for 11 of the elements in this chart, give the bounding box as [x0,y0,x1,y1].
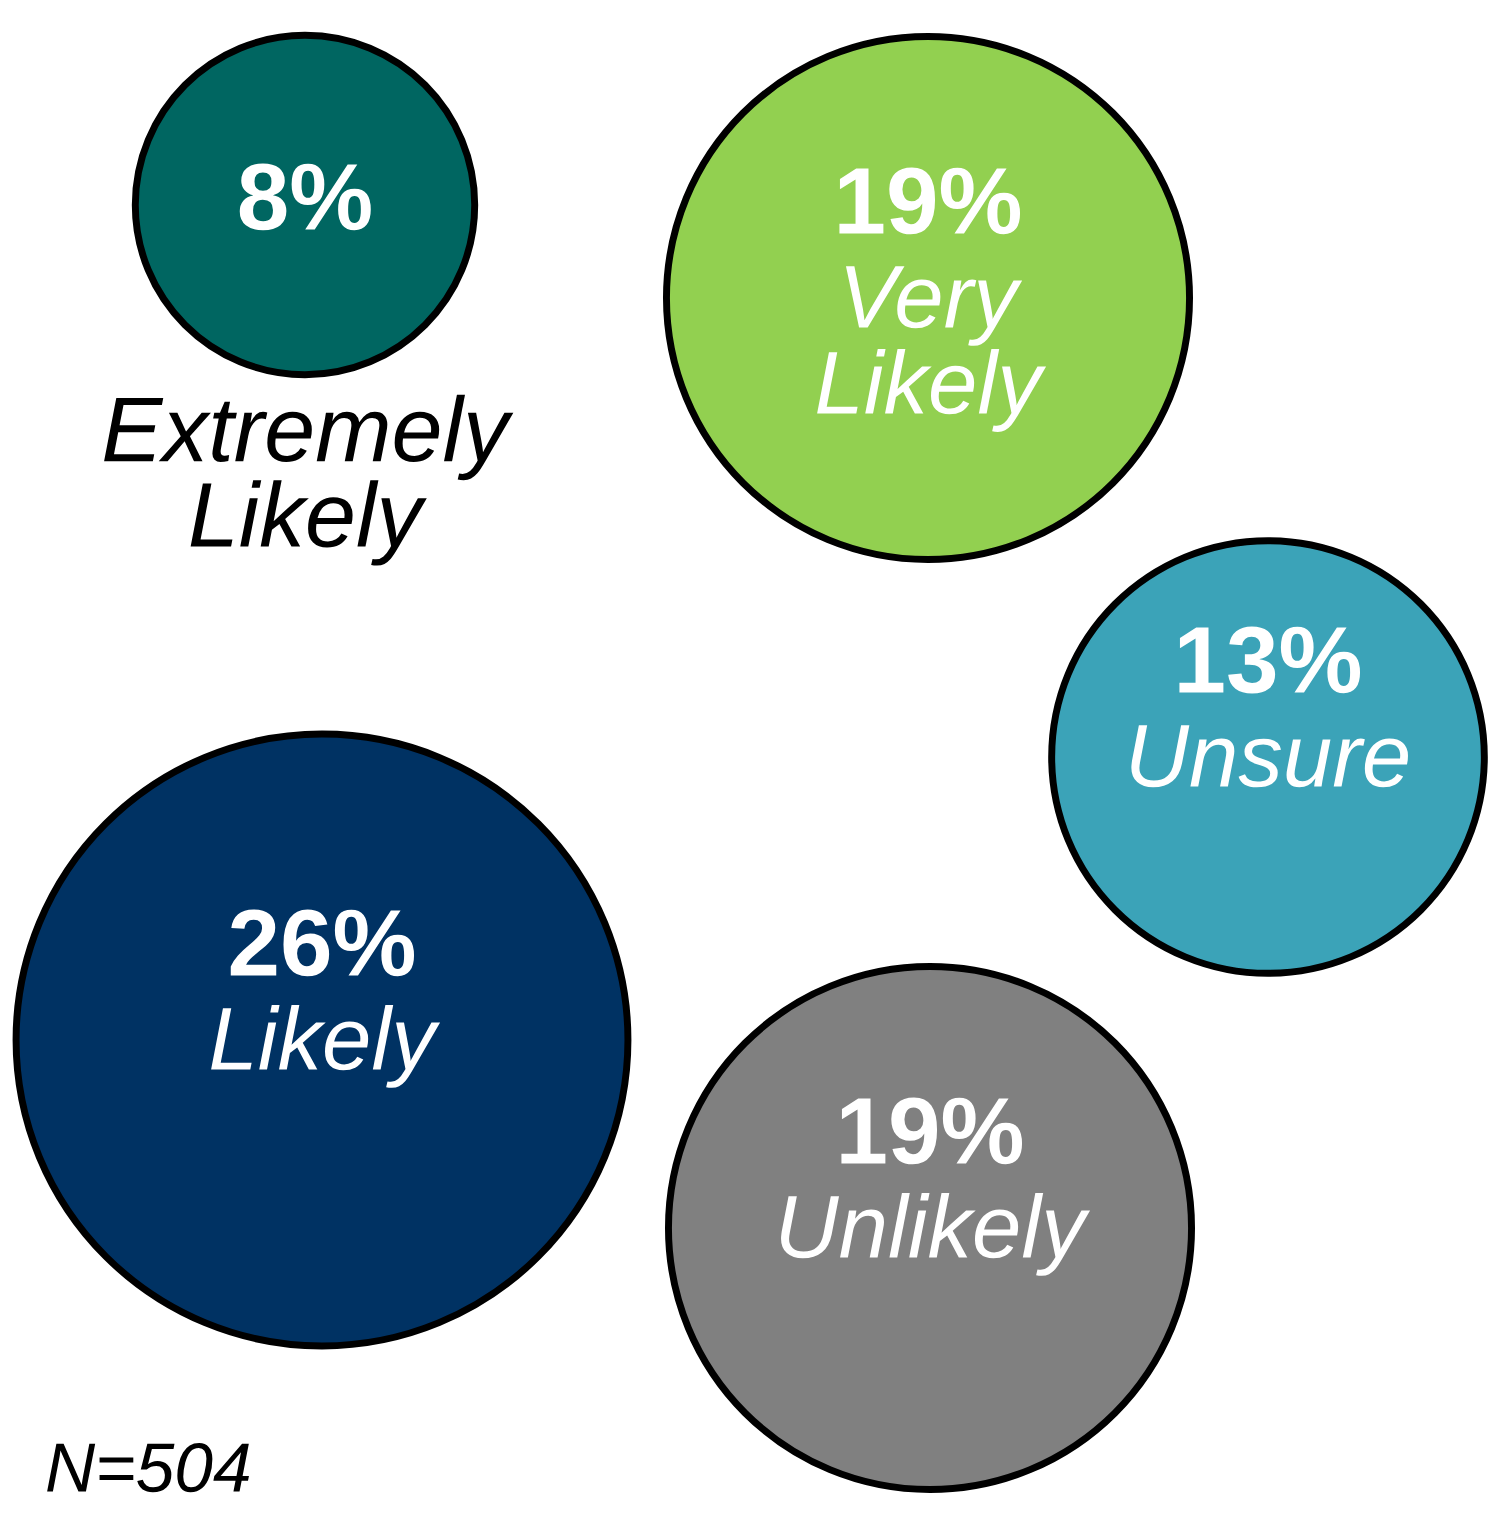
data-label: 19% [841,1097,1023,1165]
data-label: 8% [239,163,371,231]
text: N=504 [47,1443,249,1493]
category-label: Likely [211,1005,441,1088]
category-label: Unlikely [781,1193,1091,1276]
data-label: 26% [230,909,415,977]
category-label: Unsure [1131,725,1408,788]
data-label: 19% [839,167,1021,235]
category-label: Very Likely [817,266,1047,432]
data-label: 13% [1179,626,1361,694]
category-label: Extremely Likely [104,394,514,566]
